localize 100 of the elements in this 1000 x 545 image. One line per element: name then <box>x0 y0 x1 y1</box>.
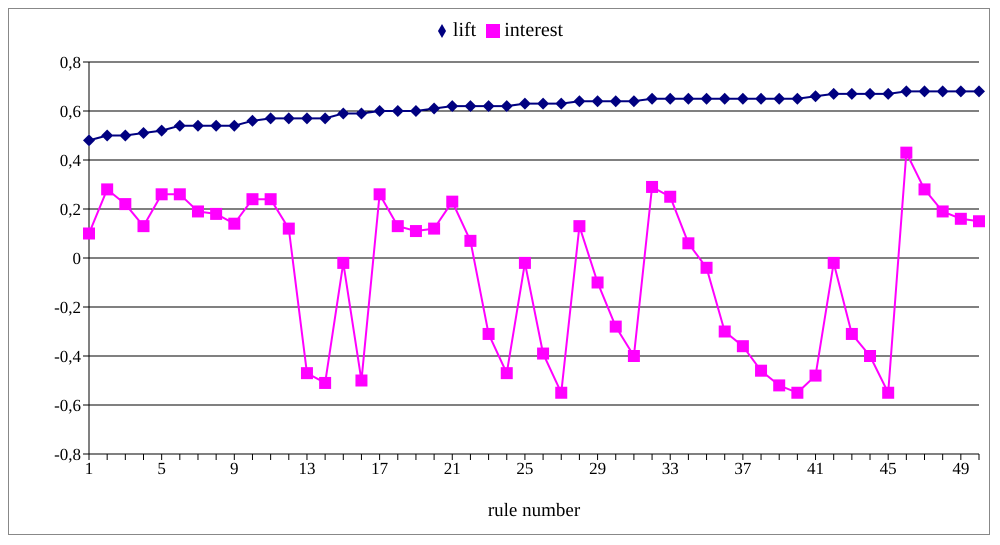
x-tick-label: 13 <box>298 459 316 478</box>
x-tick-label: 37 <box>734 459 752 478</box>
point <box>592 276 604 288</box>
point <box>246 193 258 206</box>
point <box>374 105 386 117</box>
point <box>773 379 786 392</box>
point <box>446 100 458 112</box>
point <box>119 130 132 142</box>
point <box>83 228 95 240</box>
point <box>518 98 531 110</box>
point <box>319 376 332 389</box>
x-tick-label: 29 <box>589 459 606 478</box>
point <box>410 105 422 117</box>
point <box>482 328 495 340</box>
point <box>882 88 894 100</box>
point <box>319 112 332 124</box>
point <box>374 188 386 200</box>
point <box>664 190 676 203</box>
legend-label: interest <box>504 19 564 41</box>
point <box>518 256 531 269</box>
point <box>355 107 368 120</box>
point <box>628 350 640 362</box>
point <box>446 196 458 208</box>
point <box>500 367 513 380</box>
point <box>228 218 240 230</box>
point <box>210 208 222 220</box>
point <box>900 146 912 159</box>
point <box>791 386 804 399</box>
x-tick-label: 21 <box>444 459 461 478</box>
point <box>101 130 114 142</box>
point <box>973 215 985 228</box>
point <box>337 256 350 269</box>
point <box>264 193 277 206</box>
point <box>628 95 640 108</box>
point <box>718 92 731 105</box>
point <box>936 85 949 98</box>
point <box>555 98 568 110</box>
point <box>973 85 985 98</box>
point <box>137 220 150 232</box>
point <box>246 114 258 127</box>
y-tick-label: 0,6 <box>60 102 81 122</box>
y-tick-label: -0,6 <box>54 396 81 416</box>
point <box>210 120 222 132</box>
point <box>428 102 440 115</box>
x-tick-label: 33 <box>662 459 679 478</box>
point <box>736 340 749 352</box>
point <box>464 100 476 112</box>
point <box>664 92 676 105</box>
point <box>682 237 694 250</box>
point <box>174 120 186 132</box>
point <box>700 92 713 105</box>
point <box>156 188 168 200</box>
y-tick-label: 0,4 <box>60 151 82 170</box>
point <box>592 95 604 108</box>
point <box>828 88 840 100</box>
point <box>736 92 749 105</box>
point <box>300 112 313 124</box>
point <box>918 183 931 196</box>
y-tick-label: 0,8 <box>60 53 81 72</box>
point <box>846 328 858 340</box>
point <box>882 386 894 399</box>
point <box>864 350 876 362</box>
point <box>573 220 586 232</box>
x-tick-label: 1 <box>84 459 94 478</box>
point <box>954 85 967 98</box>
x-tick-label: 49 <box>952 459 970 478</box>
point <box>573 95 586 108</box>
point <box>264 112 277 124</box>
point <box>500 100 513 112</box>
point <box>810 370 822 382</box>
point <box>918 85 931 98</box>
x-tick-label: 45 <box>880 459 897 478</box>
point <box>192 205 204 218</box>
point <box>156 124 168 137</box>
point <box>228 120 240 132</box>
point <box>555 386 568 399</box>
point <box>755 92 768 105</box>
point <box>392 105 404 117</box>
x-axis-title: rule number <box>488 500 581 521</box>
point <box>810 90 822 102</box>
point <box>828 256 840 269</box>
point <box>337 107 350 120</box>
point <box>101 183 114 196</box>
point <box>392 220 404 232</box>
point <box>537 98 550 110</box>
point <box>282 222 295 235</box>
point <box>428 222 440 235</box>
x-tick-label: 25 <box>516 459 534 478</box>
y-tick-label: -0,4 <box>54 347 82 366</box>
point <box>300 367 313 380</box>
point <box>700 262 713 274</box>
point <box>954 212 967 225</box>
y-tick-label: -0,8 <box>54 445 81 464</box>
point <box>355 374 368 386</box>
y-tick-label: 0 <box>72 249 81 268</box>
point <box>900 85 912 98</box>
point <box>646 92 658 105</box>
point <box>646 180 658 193</box>
point <box>610 95 622 108</box>
x-tick-label: 5 <box>157 459 166 478</box>
